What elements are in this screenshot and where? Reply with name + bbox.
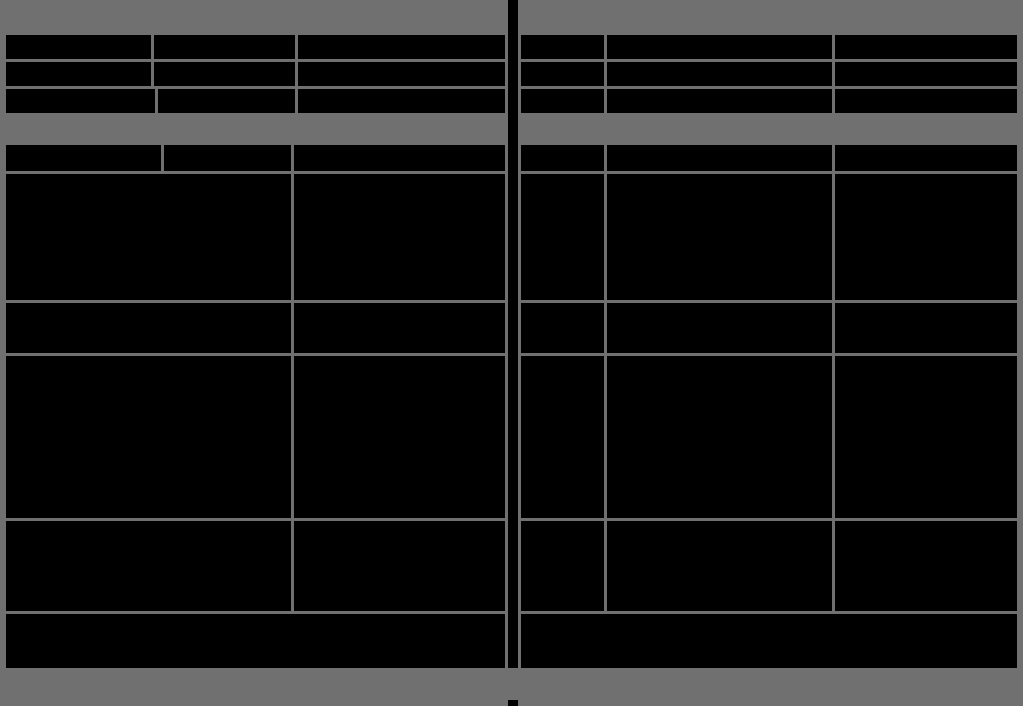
- left-s2-h-sep-0: [161, 145, 164, 171]
- page-root: [0, 0, 1023, 706]
- right-s2-h-sep-1: [832, 145, 835, 171]
- left-mid-header: [6, 116, 505, 142]
- right-s2-r3-sep-0: [604, 521, 607, 611]
- left-s1-rsep-1: [6, 59, 505, 62]
- left-s1-row-1: [6, 62, 505, 86]
- right-s2-r0-sep-0: [604, 174, 607, 300]
- left-s2-header-row: [6, 145, 505, 171]
- right-s2-r3-sep-1: [832, 521, 835, 611]
- left-s2-r1-sep-0: [291, 303, 294, 353]
- left-s1-r0-sep-1: [295, 35, 298, 59]
- left-s1-rsep-2: [6, 86, 505, 89]
- bottom-bar: [6, 668, 1017, 700]
- right-s1-row-2: [521, 89, 1017, 113]
- left-s2-rsep-3: [6, 611, 505, 614]
- right-s2-h-sep-0: [604, 145, 607, 171]
- left-s1-r2-sep-1: [295, 89, 298, 113]
- left-panel: [6, 6, 505, 668]
- center-divider-left-edge: [505, 0, 508, 706]
- left-s2-row-2: [6, 356, 505, 518]
- right-s2-rsep-3: [521, 611, 1017, 614]
- right-s1-row-0: [521, 35, 1017, 59]
- left-top-header: [6, 6, 505, 32]
- right-s2-r1-sep-0: [604, 303, 607, 353]
- right-s1-rsep-2: [521, 86, 1017, 89]
- right-s2-r2-sep-0: [604, 356, 607, 518]
- right-s2-row-1: [521, 303, 1017, 353]
- right-s1-r0-sep-1: [832, 35, 835, 59]
- left-s1-r2-sep-0: [155, 89, 158, 113]
- left-s1-rsep-0: [6, 32, 505, 35]
- left-s1-r0-sep-0: [151, 35, 154, 59]
- right-s1-r2-sep-1: [832, 89, 835, 113]
- left-s2-h-top: [6, 142, 505, 145]
- left-s2-row-3: [6, 521, 505, 611]
- right-s2-r0-sep-1: [832, 174, 835, 300]
- left-s2-r3-sep-0: [291, 521, 294, 611]
- right-s1-r0-sep-0: [604, 35, 607, 59]
- right-mid-header: [521, 116, 1017, 142]
- left-s1-row-0: [6, 35, 505, 59]
- right-s1-rsep-1: [521, 59, 1017, 62]
- left-s2-row-1: [6, 303, 505, 353]
- right-s1-r2-sep-0: [604, 89, 607, 113]
- right-s2-r1-sep-1: [832, 303, 835, 353]
- right-s1-rsep-0: [521, 32, 1017, 35]
- left-s2-r2-sep-0: [291, 356, 294, 518]
- left-s2-row-0: [6, 174, 505, 300]
- right-s2-row-2: [521, 356, 1017, 518]
- left-s2-r0-sep-0: [291, 174, 294, 300]
- right-s1-r1-sep-1: [832, 62, 835, 86]
- right-top-header: [521, 6, 1017, 32]
- right-s2-row-0: [521, 174, 1017, 300]
- right-s2-h-top: [521, 142, 1017, 145]
- left-s1-r1-sep-0: [151, 62, 154, 86]
- outer-border-right: [1017, 0, 1023, 706]
- left-s2-h-sep-1: [291, 145, 294, 171]
- left-s1-row-2: [6, 89, 505, 113]
- right-s1-r1-sep-0: [604, 62, 607, 86]
- left-s1-r1-sep-1: [295, 62, 298, 86]
- right-s2-r2-sep-1: [832, 356, 835, 518]
- right-s2-row-3: [521, 521, 1017, 611]
- right-s2-header-row: [521, 145, 1017, 171]
- right-panel: [521, 6, 1017, 668]
- right-s1-row-1: [521, 62, 1017, 86]
